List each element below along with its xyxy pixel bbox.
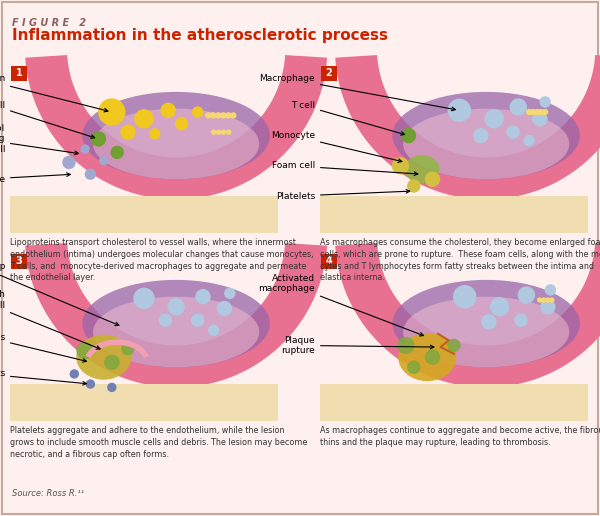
Circle shape bbox=[121, 125, 135, 139]
Circle shape bbox=[550, 298, 554, 302]
Circle shape bbox=[408, 180, 420, 192]
Circle shape bbox=[530, 109, 536, 115]
Circle shape bbox=[535, 109, 539, 115]
Circle shape bbox=[193, 107, 203, 117]
Circle shape bbox=[448, 100, 470, 121]
Circle shape bbox=[221, 113, 226, 118]
Polygon shape bbox=[25, 243, 327, 388]
Text: Monocyte: Monocyte bbox=[0, 173, 70, 184]
Circle shape bbox=[474, 128, 488, 142]
Text: Activated
macrophage: Activated macrophage bbox=[259, 273, 424, 336]
Circle shape bbox=[542, 109, 548, 115]
Ellipse shape bbox=[93, 297, 259, 367]
Circle shape bbox=[135, 110, 153, 128]
Circle shape bbox=[99, 99, 125, 125]
Ellipse shape bbox=[82, 280, 270, 367]
Text: Cholesterol
entering
vessel wall: Cholesterol entering vessel wall bbox=[0, 124, 79, 155]
Circle shape bbox=[398, 337, 414, 353]
Circle shape bbox=[105, 355, 119, 369]
Circle shape bbox=[482, 315, 496, 329]
Circle shape bbox=[108, 383, 116, 392]
Circle shape bbox=[507, 126, 519, 138]
Circle shape bbox=[216, 113, 221, 118]
Circle shape bbox=[542, 298, 546, 302]
Text: Platelets aggregate and adhere to the endothelium, while the lesion
grows to inc: Platelets aggregate and adhere to the en… bbox=[10, 426, 307, 459]
Circle shape bbox=[408, 361, 420, 373]
Circle shape bbox=[196, 289, 210, 304]
Circle shape bbox=[217, 301, 232, 315]
Ellipse shape bbox=[392, 280, 580, 367]
Circle shape bbox=[227, 130, 230, 134]
Circle shape bbox=[511, 99, 526, 115]
Circle shape bbox=[134, 288, 154, 309]
Circle shape bbox=[100, 157, 108, 165]
FancyBboxPatch shape bbox=[321, 254, 337, 269]
Circle shape bbox=[63, 156, 75, 168]
Circle shape bbox=[533, 112, 547, 126]
Text: Monocyte: Monocyte bbox=[271, 131, 402, 163]
Circle shape bbox=[539, 109, 544, 115]
Circle shape bbox=[538, 298, 542, 302]
Text: Lipoprotein: Lipoprotein bbox=[0, 74, 108, 112]
FancyBboxPatch shape bbox=[10, 65, 278, 233]
Circle shape bbox=[161, 103, 175, 117]
FancyBboxPatch shape bbox=[11, 66, 27, 81]
Polygon shape bbox=[335, 55, 600, 199]
Circle shape bbox=[491, 298, 509, 316]
FancyBboxPatch shape bbox=[10, 384, 278, 421]
Circle shape bbox=[527, 109, 532, 115]
FancyBboxPatch shape bbox=[10, 253, 278, 421]
Circle shape bbox=[77, 343, 93, 359]
FancyBboxPatch shape bbox=[320, 196, 588, 233]
Circle shape bbox=[81, 145, 89, 153]
Ellipse shape bbox=[93, 109, 259, 179]
Circle shape bbox=[111, 147, 123, 158]
Text: Plaque
rupture: Plaque rupture bbox=[281, 336, 434, 355]
Circle shape bbox=[515, 314, 527, 326]
Text: 2: 2 bbox=[326, 69, 332, 78]
Text: Foam cell: Foam cell bbox=[272, 162, 418, 175]
Text: T cell: T cell bbox=[291, 101, 404, 135]
Text: Fibrous cap: Fibrous cap bbox=[0, 262, 119, 326]
Circle shape bbox=[176, 118, 188, 130]
FancyBboxPatch shape bbox=[320, 65, 588, 233]
Text: Macrophage: Macrophage bbox=[259, 74, 455, 111]
Circle shape bbox=[168, 299, 184, 315]
Circle shape bbox=[518, 287, 535, 303]
Text: Lipoproteins transport cholesterol to vessel walls, where the innermost
endothel: Lipoproteins transport cholesterol to ve… bbox=[10, 238, 314, 282]
Circle shape bbox=[91, 132, 106, 146]
Circle shape bbox=[206, 113, 211, 118]
Circle shape bbox=[425, 172, 440, 186]
FancyBboxPatch shape bbox=[10, 196, 278, 233]
Circle shape bbox=[211, 113, 216, 118]
Text: Platelets: Platelets bbox=[0, 369, 86, 385]
Circle shape bbox=[226, 113, 231, 118]
Ellipse shape bbox=[404, 155, 439, 183]
Circle shape bbox=[485, 110, 503, 128]
Polygon shape bbox=[335, 243, 600, 388]
Text: Inflammation in the atherosclerotic process: Inflammation in the atherosclerotic proc… bbox=[12, 28, 388, 43]
Circle shape bbox=[221, 130, 226, 134]
Circle shape bbox=[546, 298, 550, 302]
Text: T cell: T cell bbox=[0, 101, 95, 138]
FancyBboxPatch shape bbox=[11, 254, 27, 269]
Circle shape bbox=[150, 129, 160, 139]
Text: F I G U R E   2: F I G U R E 2 bbox=[12, 18, 86, 28]
Text: 4: 4 bbox=[326, 256, 332, 266]
Circle shape bbox=[545, 285, 556, 295]
Circle shape bbox=[191, 314, 203, 326]
Ellipse shape bbox=[403, 297, 569, 367]
Text: Source: Ross R.¹¹: Source: Ross R.¹¹ bbox=[12, 489, 84, 498]
FancyBboxPatch shape bbox=[321, 66, 337, 81]
Text: 1: 1 bbox=[16, 69, 22, 78]
Circle shape bbox=[540, 97, 550, 107]
FancyBboxPatch shape bbox=[320, 253, 588, 421]
Circle shape bbox=[454, 286, 476, 308]
Circle shape bbox=[524, 136, 534, 146]
Circle shape bbox=[86, 380, 94, 388]
Circle shape bbox=[217, 130, 221, 134]
Circle shape bbox=[225, 288, 235, 298]
Circle shape bbox=[401, 128, 415, 142]
Text: Necrosis: Necrosis bbox=[0, 332, 86, 362]
